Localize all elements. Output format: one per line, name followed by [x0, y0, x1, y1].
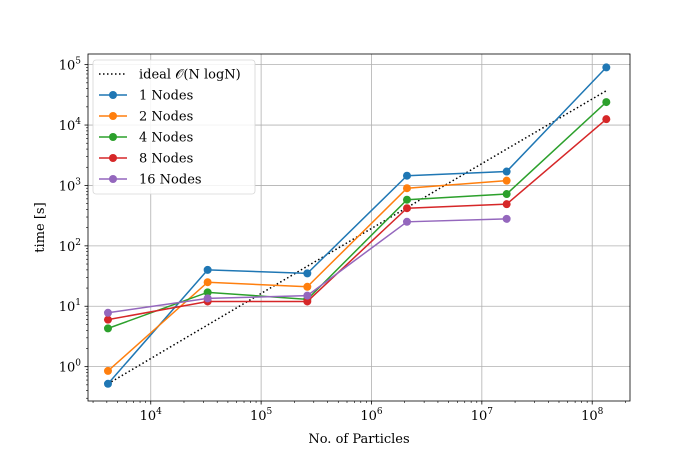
- data-point: [402, 171, 411, 180]
- x-tick-label: 106: [360, 407, 383, 424]
- legend-swatch-marker: [109, 154, 117, 162]
- data-point: [303, 269, 312, 278]
- series-line: [107, 101, 607, 330]
- data-point: [502, 200, 511, 209]
- y-tick-label: 102: [59, 238, 81, 255]
- data-point: [502, 167, 511, 176]
- data-point: [402, 184, 411, 193]
- data-point: [103, 366, 112, 375]
- data-point: [103, 308, 112, 317]
- legend-label: 8 Nodes: [139, 152, 193, 167]
- x-tick-label: 108: [581, 407, 604, 424]
- series-line: [107, 118, 607, 321]
- y-tick-label: 104: [59, 117, 82, 134]
- data-point: [602, 98, 611, 107]
- x-tick-label: 104: [140, 407, 163, 424]
- data-point: [203, 265, 212, 274]
- y-tick-label: 101: [59, 298, 81, 315]
- plot-area: 104 105 106 107 108 100 101 102 103 104 105: [59, 53, 631, 424]
- data-point: [303, 291, 312, 300]
- legend-label: 2 Nodes: [139, 110, 193, 125]
- series-2: [103, 176, 511, 375]
- data-point: [203, 294, 212, 303]
- data-point: [402, 204, 411, 213]
- y-axis-label: time [s]: [33, 202, 48, 252]
- data-point: [502, 190, 511, 199]
- legend-swatch-marker: [109, 175, 117, 183]
- data-point: [502, 214, 511, 223]
- series-3: [103, 98, 611, 333]
- series-4: [103, 115, 611, 324]
- data-point: [103, 324, 112, 333]
- x-tick-label: 105: [250, 407, 273, 424]
- data-point: [602, 115, 611, 124]
- legend-swatch-marker: [109, 112, 117, 120]
- data-point: [402, 195, 411, 204]
- legend-swatch-marker: [109, 91, 117, 99]
- legend: ideal 𝒪(N logN) 1 Nodes 2 Nodes 4 Nodes 8 No…: [92, 59, 256, 195]
- legend-label: 16 Nodes: [139, 173, 202, 188]
- y-tick-label: 100: [59, 359, 82, 376]
- series-1: [103, 63, 611, 388]
- y-tick-label: 103: [59, 177, 82, 194]
- legend-box: [92, 59, 256, 195]
- data-point: [303, 282, 312, 291]
- x-axis-label: No. of Particles: [308, 432, 409, 447]
- data-point: [602, 63, 611, 72]
- legend-label: ideal 𝒪(N logN): [139, 68, 241, 83]
- data-point: [103, 315, 112, 324]
- legend-swatch-marker: [109, 133, 117, 141]
- legend-label: 1 Nodes: [139, 89, 193, 104]
- data-point: [303, 297, 312, 306]
- data-point: [502, 176, 511, 185]
- data-point: [103, 379, 112, 388]
- series-line: [107, 66, 607, 385]
- axes-frame: [87, 53, 631, 402]
- data-point: [203, 288, 212, 297]
- series-5: [103, 214, 511, 317]
- data-point: [402, 217, 411, 226]
- x-tick-label: 107: [471, 407, 494, 424]
- legend-label: 4 Nodes: [139, 131, 193, 146]
- y-tick-label: 105: [59, 57, 82, 74]
- data-point: [203, 278, 212, 287]
